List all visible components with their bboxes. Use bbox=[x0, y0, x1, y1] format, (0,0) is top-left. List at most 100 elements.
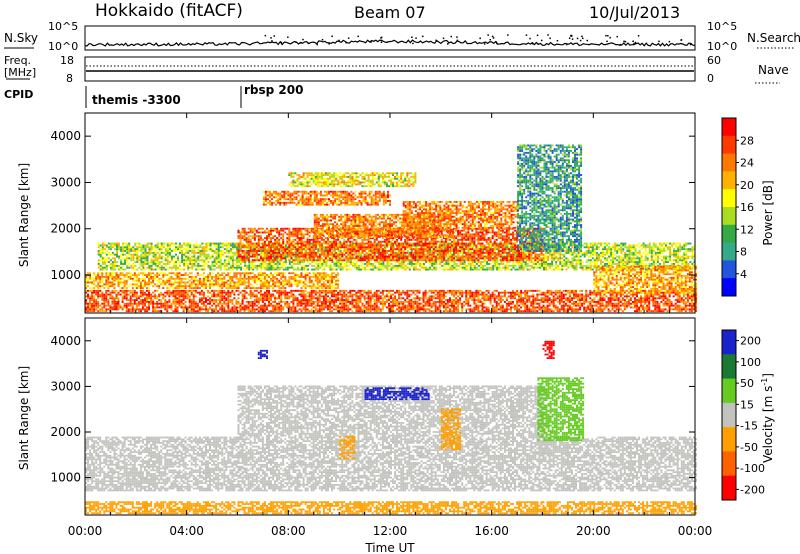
power-cell bbox=[370, 299, 372, 301]
power-cell bbox=[404, 308, 406, 310]
power-cell bbox=[225, 280, 227, 282]
power-cell bbox=[344, 263, 346, 265]
power-cell bbox=[187, 297, 189, 299]
power-cell bbox=[677, 297, 679, 299]
power-cell bbox=[95, 276, 97, 278]
power-cell bbox=[355, 301, 357, 303]
power-cell bbox=[120, 290, 122, 292]
power-cell bbox=[270, 295, 272, 297]
power-cell bbox=[419, 303, 421, 305]
power-cell bbox=[161, 248, 163, 250]
power-cell bbox=[342, 265, 344, 267]
power-cell bbox=[105, 278, 107, 280]
nsearch-dot bbox=[381, 40, 383, 42]
power-cell bbox=[473, 295, 475, 297]
power-cell bbox=[410, 301, 412, 303]
power-cell bbox=[563, 294, 565, 296]
power-cell bbox=[350, 261, 352, 263]
power-cell bbox=[201, 265, 203, 267]
power-cell bbox=[177, 303, 179, 305]
power-cell bbox=[183, 259, 185, 261]
power-cell bbox=[480, 290, 482, 292]
power-cell bbox=[439, 295, 441, 297]
power-cell bbox=[392, 294, 394, 296]
power-cell bbox=[679, 299, 681, 301]
power-cell bbox=[437, 310, 439, 312]
power-cell bbox=[327, 276, 329, 278]
power-cell bbox=[138, 297, 140, 299]
power-cell bbox=[222, 263, 224, 265]
power-cell bbox=[260, 265, 262, 267]
power-cell bbox=[140, 308, 142, 310]
power-cell bbox=[634, 310, 636, 312]
power-cell bbox=[227, 274, 229, 276]
power-cell bbox=[626, 294, 628, 296]
power-cell bbox=[441, 290, 443, 292]
power-cell bbox=[264, 310, 266, 312]
power-cell bbox=[252, 261, 254, 263]
power-cell bbox=[97, 303, 99, 305]
nsearch-dot bbox=[557, 40, 559, 42]
power-cell bbox=[238, 285, 240, 287]
power-cell bbox=[191, 261, 193, 263]
power-cell bbox=[111, 283, 113, 285]
power-cell bbox=[183, 292, 185, 294]
power-cell bbox=[360, 301, 362, 303]
power-cell bbox=[232, 265, 234, 267]
power-cell bbox=[225, 303, 227, 305]
power-cell bbox=[402, 292, 404, 294]
power-cell bbox=[305, 280, 307, 282]
power-cell bbox=[370, 292, 372, 294]
power-cell bbox=[148, 307, 150, 309]
power-cell bbox=[205, 299, 207, 301]
power-cell bbox=[195, 285, 197, 287]
power-cell bbox=[116, 250, 118, 252]
power-cell bbox=[341, 305, 343, 307]
power-cell bbox=[638, 308, 640, 310]
power-cell bbox=[471, 297, 473, 299]
power-cell bbox=[350, 263, 352, 265]
power-cell bbox=[211, 285, 213, 287]
power-cell bbox=[687, 305, 689, 307]
power-cell bbox=[210, 257, 212, 259]
power-cell bbox=[124, 305, 126, 307]
power-cell bbox=[201, 308, 203, 310]
power-cell bbox=[563, 310, 565, 312]
power-cell bbox=[394, 305, 396, 307]
power-cell bbox=[93, 278, 95, 280]
power-cell bbox=[512, 307, 514, 309]
power-cell bbox=[492, 295, 494, 297]
power-cell bbox=[164, 274, 166, 276]
power-cell bbox=[162, 282, 164, 284]
power-cell bbox=[109, 294, 111, 296]
power-cell bbox=[640, 307, 642, 309]
power-cell bbox=[425, 301, 427, 303]
power-cell bbox=[520, 292, 522, 294]
power-cell bbox=[453, 308, 455, 310]
power-cell bbox=[215, 308, 217, 310]
power-cell bbox=[315, 287, 317, 289]
power-cell bbox=[339, 294, 341, 296]
power-cell bbox=[593, 290, 595, 292]
power-cell bbox=[219, 276, 221, 278]
power-cell bbox=[206, 259, 208, 261]
power-cell bbox=[205, 297, 207, 299]
power-cell bbox=[197, 305, 199, 307]
power-cell bbox=[219, 287, 221, 289]
power-cell bbox=[222, 254, 224, 256]
power-cell bbox=[274, 307, 276, 309]
power-cell bbox=[276, 307, 278, 309]
power-cell bbox=[268, 301, 270, 303]
power-cell bbox=[149, 265, 151, 267]
power-cell bbox=[156, 272, 158, 274]
power-cell bbox=[162, 276, 164, 278]
power-cell bbox=[273, 269, 275, 271]
power-cell bbox=[283, 265, 285, 267]
power-cell bbox=[317, 267, 319, 269]
power-cell bbox=[209, 272, 211, 274]
power-cell bbox=[683, 301, 685, 303]
power-cell bbox=[179, 285, 181, 287]
power-cell bbox=[100, 267, 102, 269]
power-cell bbox=[575, 297, 577, 299]
power-cell bbox=[264, 285, 266, 287]
